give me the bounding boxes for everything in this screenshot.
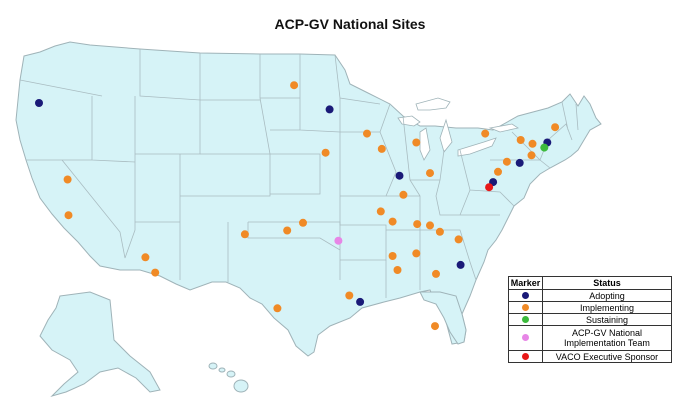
site-marker-implementing [431,322,439,331]
site-marker-implementing [363,129,371,138]
site-markers [35,81,560,331]
site-marker-implementing [426,221,434,230]
site-marker-implementing [273,304,282,313]
state-borders [19,49,579,298]
site-marker-implementing [432,269,440,278]
legend-label-vaco-sponsor: VACO Executive Sponsor [542,350,672,363]
florida-shape [419,291,467,345]
site-marker-implementing [527,151,536,160]
site-marker-vaco-executive-sponsor [485,183,494,192]
site-marker-implementing [141,253,150,262]
site-marker-implementing [412,249,421,258]
site-marker-implementing [299,218,307,227]
site-marker-implementing [63,175,72,184]
map-title: ACP-GV National Sites [274,16,426,32]
legend-row-sustaining: Sustaining [508,313,672,326]
site-marker-implementing [516,136,525,144]
legend-dot-sustaining [522,315,529,323]
legend-header-status: Status [542,276,672,290]
site-marker-acp-gv-national-implementation-team [334,236,343,245]
site-marker-implementing [502,157,511,166]
legend-dot-national-team [522,334,529,341]
site-marker-implementing [290,81,299,90]
site-marker-implementing [151,268,160,277]
legend-dot-adopting [522,291,529,299]
site-marker-adopting [515,158,524,167]
legend-row-national-team: ACP-GV National Implementation Team [508,325,672,351]
site-marker-implementing [345,291,354,300]
legend-row-implementing: Implementing [508,301,672,314]
legend-dot-implementing [522,303,529,311]
site-marker-adopting [35,99,43,107]
legend-table: Marker Status Adopting Implementing Sust… [508,276,672,363]
legend-label-adopting: Adopting [542,289,672,302]
site-marker-implementing [64,211,73,220]
site-marker-implementing [376,207,385,216]
legend-header-marker: Marker [508,276,543,290]
site-marker-implementing [388,217,397,226]
legend-label-implementing: Implementing [542,301,672,314]
site-marker-implementing [481,129,490,138]
legend-row-adopting: Adopting [508,289,672,302]
legend-row-vaco-sponsor: VACO Executive Sponsor [508,350,672,363]
site-marker-adopting [456,260,465,269]
site-marker-adopting [395,171,404,180]
site-marker-implementing [528,139,537,148]
site-marker-implementing [413,220,422,229]
site-marker-implementing [321,148,330,157]
site-marker-implementing [426,169,434,178]
site-marker-adopting [356,297,365,306]
site-marker-implementing [551,123,560,132]
site-marker-implementing [412,138,421,147]
hawaii-shape [208,362,249,393]
site-marker-implementing [388,252,397,260]
site-marker-implementing [399,190,408,199]
alaska-shape [39,291,161,398]
site-marker-implementing [454,235,463,244]
site-marker-implementing [494,167,502,176]
legend-label-national-team: ACP-GV National Implementation Team [542,325,672,351]
site-marker-sustaining [540,143,549,152]
legend-label-sustaining: Sustaining [542,313,672,326]
site-marker-implementing [240,230,249,239]
legend-dot-vaco-sponsor [522,352,529,360]
site-marker-implementing [377,144,386,153]
site-marker-implementing [283,226,292,235]
site-marker-implementing [393,266,402,274]
site-marker-implementing [435,227,444,236]
site-marker-adopting [325,105,334,114]
